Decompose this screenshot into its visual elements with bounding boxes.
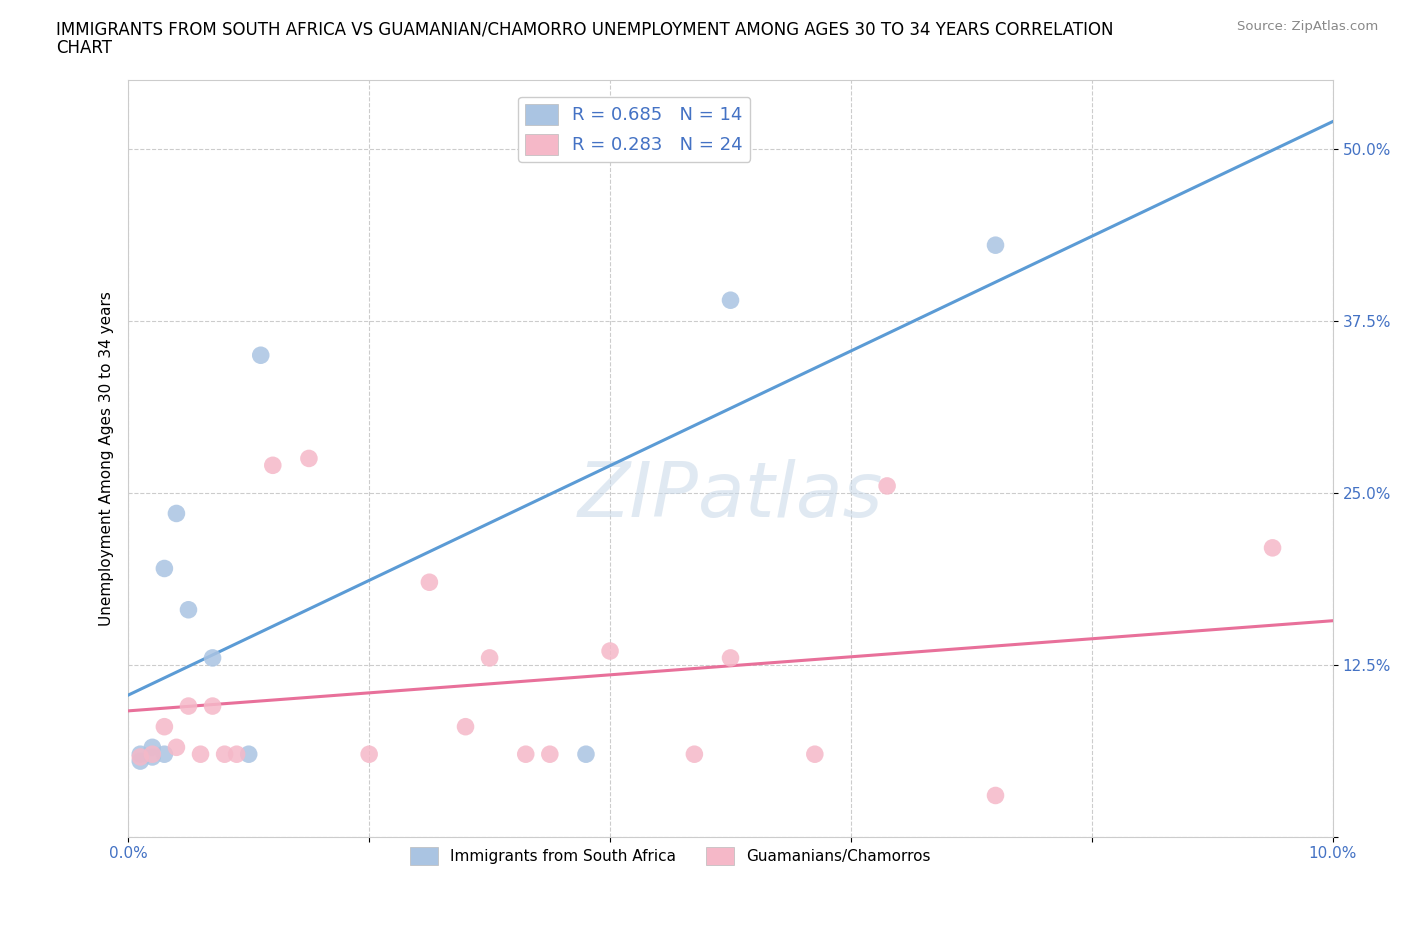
Point bbox=[129, 753, 152, 768]
Point bbox=[984, 238, 1007, 253]
Point bbox=[201, 698, 224, 713]
Point bbox=[515, 747, 537, 762]
Point bbox=[141, 750, 163, 764]
Point bbox=[177, 698, 200, 713]
Point bbox=[876, 479, 898, 494]
Point bbox=[599, 644, 621, 658]
Point bbox=[1261, 540, 1284, 555]
Point bbox=[238, 747, 260, 762]
Point bbox=[153, 719, 176, 734]
Point bbox=[165, 506, 187, 521]
Point bbox=[454, 719, 477, 734]
Point bbox=[478, 650, 501, 665]
Point bbox=[129, 747, 152, 762]
Point bbox=[298, 451, 321, 466]
Point bbox=[359, 747, 381, 762]
Text: Source: ZipAtlas.com: Source: ZipAtlas.com bbox=[1237, 20, 1378, 33]
Point bbox=[538, 747, 561, 762]
Point bbox=[129, 750, 152, 764]
Text: ZIPatlas: ZIPatlas bbox=[578, 459, 883, 533]
Legend: Immigrants from South Africa, Guamanians/Chamorros: Immigrants from South Africa, Guamanians… bbox=[404, 841, 936, 870]
Point bbox=[720, 293, 742, 308]
Point bbox=[177, 603, 200, 618]
Point bbox=[720, 650, 742, 665]
Point bbox=[141, 740, 163, 755]
Point bbox=[984, 788, 1007, 803]
Point bbox=[165, 740, 187, 755]
Point bbox=[804, 747, 827, 762]
Point bbox=[249, 348, 271, 363]
Point bbox=[575, 747, 598, 762]
Point bbox=[262, 458, 284, 472]
Point bbox=[683, 747, 706, 762]
Point bbox=[201, 650, 224, 665]
Point bbox=[190, 747, 212, 762]
Text: CHART: CHART bbox=[56, 39, 112, 57]
Point bbox=[141, 747, 163, 762]
Point bbox=[418, 575, 440, 590]
Point bbox=[225, 747, 247, 762]
Point bbox=[153, 561, 176, 576]
Text: IMMIGRANTS FROM SOUTH AFRICA VS GUAMANIAN/CHAMORRO UNEMPLOYMENT AMONG AGES 30 TO: IMMIGRANTS FROM SOUTH AFRICA VS GUAMANIA… bbox=[56, 20, 1114, 38]
Point bbox=[214, 747, 236, 762]
Y-axis label: Unemployment Among Ages 30 to 34 years: Unemployment Among Ages 30 to 34 years bbox=[100, 291, 114, 626]
Point bbox=[153, 747, 176, 762]
